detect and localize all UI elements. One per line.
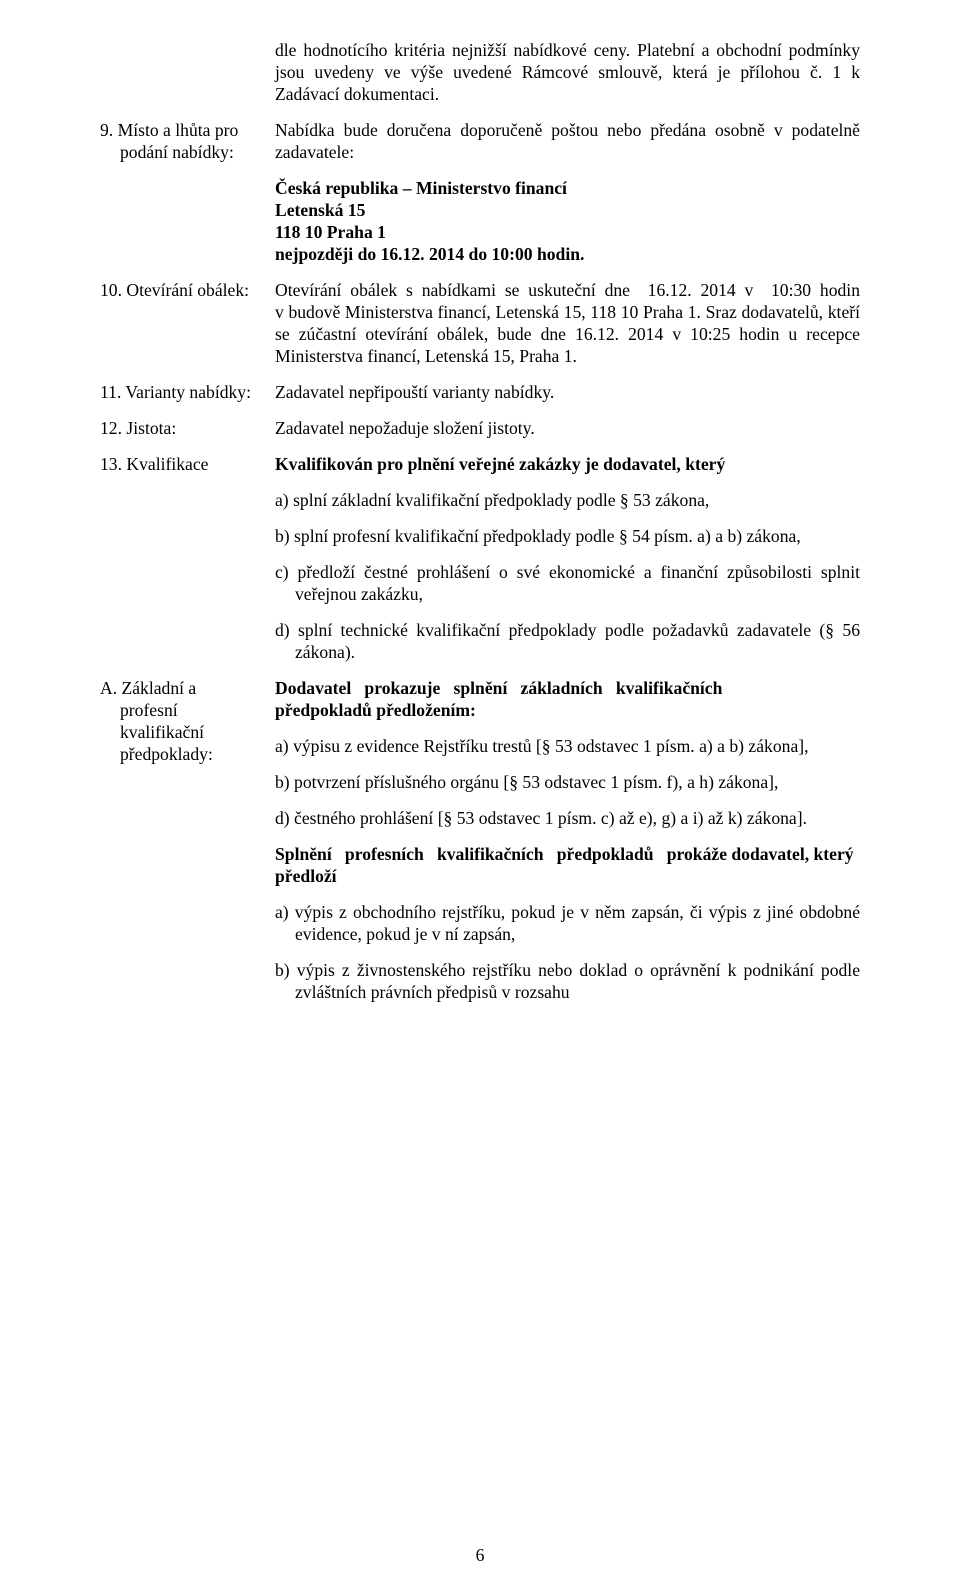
section-12-text: Zadavatel nepožaduje složení jistoty. — [275, 418, 860, 440]
section-13-content: Kvalifikován pro plnění veřejné zakázky … — [275, 454, 860, 664]
section-13-row: 13. Kvalifikace Kvalifikován pro plnění … — [100, 454, 860, 664]
section-9-content: Nabídka bude doručena doporučeně poštou … — [275, 120, 860, 266]
section-a-p1: Dodavatel prokazuje splnění základních k… — [275, 678, 860, 722]
section-a-content: Dodavatel prokazuje splnění základních k… — [275, 678, 860, 1004]
section-11-label: 11. Varianty nabídky: — [100, 382, 275, 404]
section-a-p1a: Dodavatel prokazuje splnění základních k… — [275, 678, 722, 698]
section-13-a: a) splní základní kvalifikační předpokla… — [275, 490, 860, 512]
section-13-c: c) předloží čestné prohlášení o své ekon… — [275, 562, 860, 606]
section-9-row: 9. Místo a lhůta pro podání nabídky: Nab… — [100, 120, 860, 266]
intro-label-col — [100, 40, 275, 106]
document-page: dle hodnotícího kritéria nejnižší nabídk… — [0, 0, 960, 1595]
section-9-p1: Nabídka bude doručena doporučeně poštou … — [275, 120, 860, 164]
section-9-address-line1: Česká republika – Ministerstvo financí — [275, 178, 860, 200]
section-a-label-line1: A. Základní a — [100, 678, 265, 700]
section-12-content: Zadavatel nepožaduje složení jistoty. — [275, 418, 860, 440]
section-a-p2: Splnění profesních kvalifikačních předpo… — [275, 844, 860, 888]
section-a-p1b: předpokladů předložením: — [275, 700, 476, 720]
section-13-b: b) splní profesní kvalifikační předpokla… — [275, 526, 860, 548]
section-12-row: 12. Jistota: Zadavatel nepožaduje složen… — [100, 418, 860, 440]
section-11-text: Zadavatel nepřipouští varianty nabídky. — [275, 382, 860, 404]
section-a-prof-b: b) výpis z živnostenského rejstříku nebo… — [275, 960, 860, 1004]
section-a-row: A. Základní a profesní kvalifikační před… — [100, 678, 860, 1004]
section-13-label: 13. Kvalifikace — [100, 454, 275, 664]
section-9-address-line3: 118 10 Praha 1 — [275, 222, 860, 244]
section-10-row: 10. Otevírání obálek: Otevírání obálek s… — [100, 280, 860, 368]
section-13-d: d) splní technické kvalifikační předpokl… — [275, 620, 860, 664]
section-a-prof-a: a) výpis z obchodního rejstříku, pokud j… — [275, 902, 860, 946]
section-a-item-a: a) výpisu z evidence Rejstříku trestů [§… — [275, 736, 860, 758]
page-number: 6 — [0, 1545, 960, 1567]
section-a-label-line4: předpoklady: — [100, 744, 265, 766]
section-10-text: Otevírání obálek s nabídkami se uskutečn… — [275, 280, 860, 368]
section-9-label-line2: podání nabídky: — [100, 142, 265, 164]
section-9-address-line2: Letenská 15 — [275, 200, 860, 222]
section-a-item-d: d) čestného prohlášení [§ 53 odstavec 1 … — [275, 808, 860, 830]
section-9-label-line1: 9. Místo a lhůta pro — [100, 120, 265, 142]
section-9-deadline: nejpozději do 16.12. 2014 do 10:00 hodin… — [275, 244, 860, 266]
section-a-item-b: b) potvrzení příslušného orgánu [§ 53 od… — [275, 772, 860, 794]
section-12-label: 12. Jistota: — [100, 418, 275, 440]
section-13-heading: Kvalifikován pro plnění veřejné zakázky … — [275, 454, 860, 476]
section-10-label: 10. Otevírání obálek: — [100, 280, 275, 368]
section-10-content: Otevírání obálek s nabídkami se uskutečn… — [275, 280, 860, 368]
section-a-label-line3: kvalifikační — [100, 722, 265, 744]
section-11-row: 11. Varianty nabídky: Zadavatel nepřipou… — [100, 382, 860, 404]
intro-text: dle hodnotícího kritéria nejnižší nabídk… — [275, 40, 860, 106]
section-11-content: Zadavatel nepřipouští varianty nabídky. — [275, 382, 860, 404]
section-a-label-line2: profesní — [100, 700, 265, 722]
intro-row: dle hodnotícího kritéria nejnižší nabídk… — [100, 40, 860, 106]
section-a-label: A. Základní a profesní kvalifikační před… — [100, 678, 275, 1004]
intro-content: dle hodnotícího kritéria nejnižší nabídk… — [275, 40, 860, 106]
section-9-label: 9. Místo a lhůta pro podání nabídky: — [100, 120, 275, 266]
